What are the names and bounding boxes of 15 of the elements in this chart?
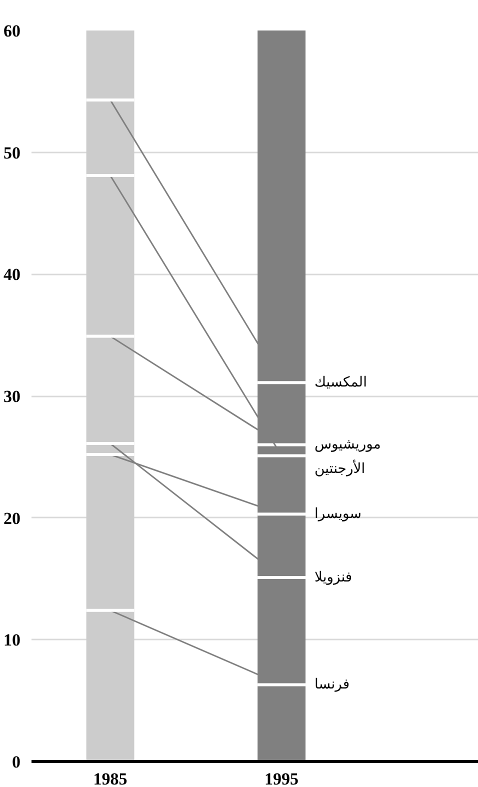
y-tick-label: 10 <box>4 630 20 650</box>
text: فرنسا <box>314 676 350 693</box>
text: الأرجنتين <box>314 458 366 477</box>
text: المكسيك <box>314 374 367 391</box>
y-tick-label: 60 <box>4 22 20 40</box>
y-tick-label: 50 <box>4 143 20 162</box>
y-tick-label: 40 <box>4 265 20 284</box>
y-tick-label: 30 <box>4 387 20 406</box>
text: سويسرا <box>314 506 362 522</box>
text: فنزويلا <box>314 570 352 586</box>
x-tick-label: 1985 <box>93 770 128 787</box>
text: موريشيوس <box>314 436 381 453</box>
y-tick-label: 20 <box>4 508 20 528</box>
x-tick-label: 1995 <box>264 770 299 787</box>
y-tick-label: 0 <box>12 752 20 772</box>
